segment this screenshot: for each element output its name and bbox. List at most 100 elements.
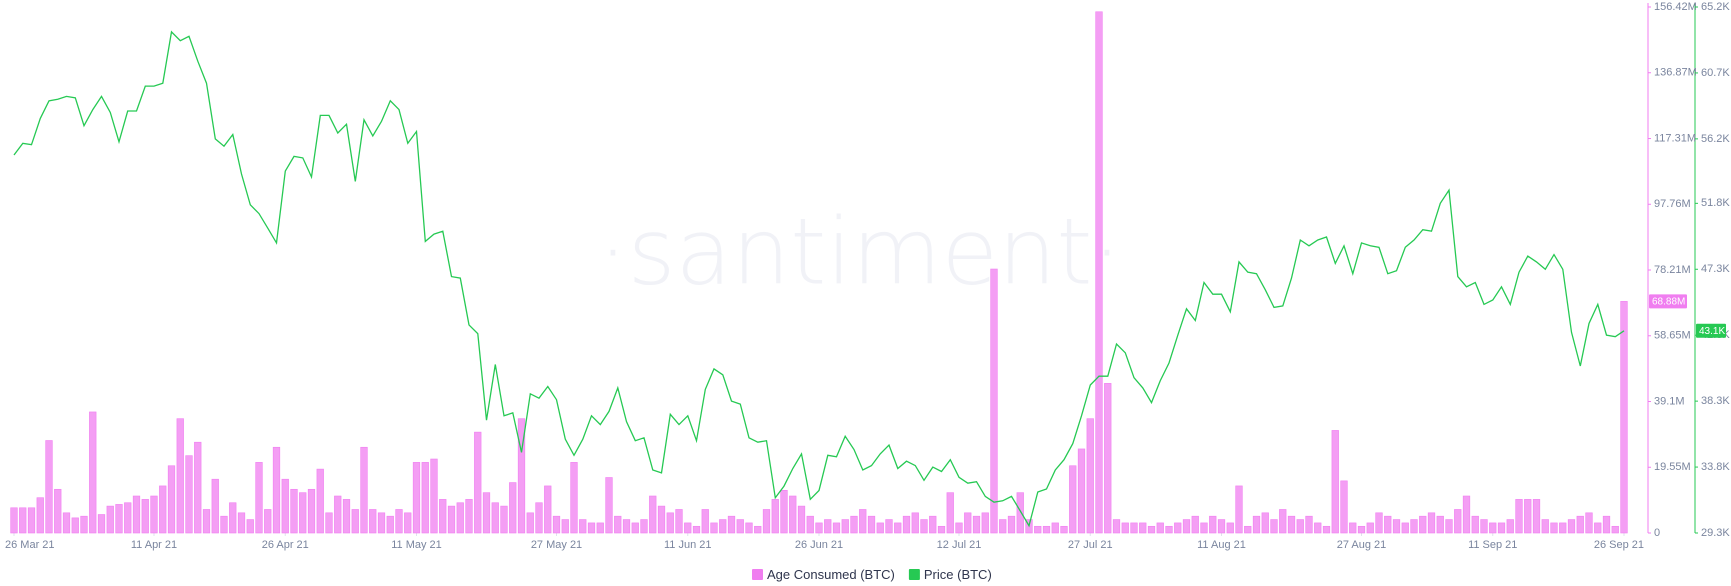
bar xyxy=(771,499,779,534)
bar xyxy=(955,522,963,534)
bar xyxy=(10,507,18,534)
bar xyxy=(1016,492,1024,534)
bar xyxy=(299,492,307,534)
bar xyxy=(1200,522,1208,534)
bar xyxy=(754,525,762,534)
x-tick-label: 11 May 21 xyxy=(391,539,442,551)
bar xyxy=(334,495,342,534)
bar xyxy=(351,509,359,534)
bar-series xyxy=(10,11,1628,534)
bar xyxy=(1261,512,1269,534)
bar xyxy=(570,462,578,534)
x-tick-label: 27 Jul 21 xyxy=(1068,539,1113,551)
bar xyxy=(1462,495,1471,534)
bar xyxy=(762,509,771,534)
bar xyxy=(911,512,919,534)
legend-swatch xyxy=(908,569,920,580)
bar xyxy=(167,465,176,534)
x-tick-label: 26 Mar 21 xyxy=(5,539,55,551)
y-tick-label: 39.1M xyxy=(1654,395,1685,407)
bar xyxy=(1095,11,1103,534)
bar xyxy=(1489,522,1497,534)
bar xyxy=(1060,525,1068,534)
bar xyxy=(45,440,53,534)
bar xyxy=(1217,519,1226,534)
x-tick-label: 27 May 21 xyxy=(531,539,582,551)
x-tick-label: 27 Aug 21 xyxy=(1337,539,1387,551)
bar xyxy=(885,519,893,534)
bar xyxy=(876,522,884,534)
bar xyxy=(1480,519,1488,534)
bar xyxy=(220,515,228,534)
bar xyxy=(797,505,806,534)
bar xyxy=(1077,448,1086,534)
bar xyxy=(1042,525,1051,534)
bar xyxy=(649,495,657,534)
y-tick-label: 58.65M xyxy=(1654,330,1691,342)
bar xyxy=(1305,515,1313,534)
bar xyxy=(920,519,928,534)
y2-tick-label: 47.3K xyxy=(1701,263,1730,275)
bar xyxy=(596,522,604,534)
bar xyxy=(281,478,289,534)
y-tick-label: 136.87M xyxy=(1654,67,1697,79)
bar xyxy=(745,522,753,534)
bar xyxy=(229,502,237,534)
bar xyxy=(1051,522,1059,534)
bar xyxy=(1506,519,1514,534)
y-tick-label: 156.42M xyxy=(1654,1,1697,13)
bar xyxy=(430,458,438,534)
bar xyxy=(535,502,543,534)
bar xyxy=(929,515,937,534)
y-tick-label: 117.31M xyxy=(1654,132,1696,144)
bar xyxy=(1112,519,1121,534)
bar xyxy=(439,499,447,534)
bar xyxy=(360,446,368,534)
bar xyxy=(456,502,464,534)
bar xyxy=(54,488,62,534)
y-tick-label: 97.76M xyxy=(1654,198,1691,210)
bar xyxy=(412,462,421,534)
bar xyxy=(710,522,718,534)
bar xyxy=(1594,522,1602,534)
bar xyxy=(272,446,281,534)
bar xyxy=(1296,519,1304,534)
bar xyxy=(474,431,482,534)
bar xyxy=(1121,522,1129,534)
bar xyxy=(1559,522,1567,534)
bar xyxy=(946,492,954,534)
bar xyxy=(185,455,193,534)
bar xyxy=(465,499,473,534)
bar xyxy=(97,514,106,534)
bar xyxy=(1471,515,1479,534)
bar xyxy=(89,411,97,534)
bar xyxy=(27,507,36,534)
bar xyxy=(141,499,149,534)
bar xyxy=(1392,519,1401,534)
bar xyxy=(1209,515,1217,534)
bar xyxy=(132,495,141,534)
bar xyxy=(972,515,981,534)
bar xyxy=(1515,499,1523,534)
bar xyxy=(815,522,823,534)
last-value-flag xyxy=(1649,294,1687,309)
bar xyxy=(1331,430,1339,534)
bar xyxy=(237,512,246,534)
bar xyxy=(159,485,167,534)
bar xyxy=(1550,522,1558,534)
bar xyxy=(1602,515,1611,534)
bar xyxy=(1226,522,1234,534)
bar xyxy=(1532,499,1541,534)
bar xyxy=(1497,522,1506,534)
bar xyxy=(937,525,946,534)
bar xyxy=(1235,485,1243,534)
bar xyxy=(605,477,613,534)
bar xyxy=(832,522,841,534)
bar xyxy=(1454,509,1462,534)
bar xyxy=(264,509,272,534)
bar xyxy=(1279,509,1287,534)
last-value-label: 43.1K xyxy=(1699,326,1725,337)
bar xyxy=(255,462,263,534)
bar xyxy=(657,505,666,534)
bar xyxy=(684,522,692,534)
